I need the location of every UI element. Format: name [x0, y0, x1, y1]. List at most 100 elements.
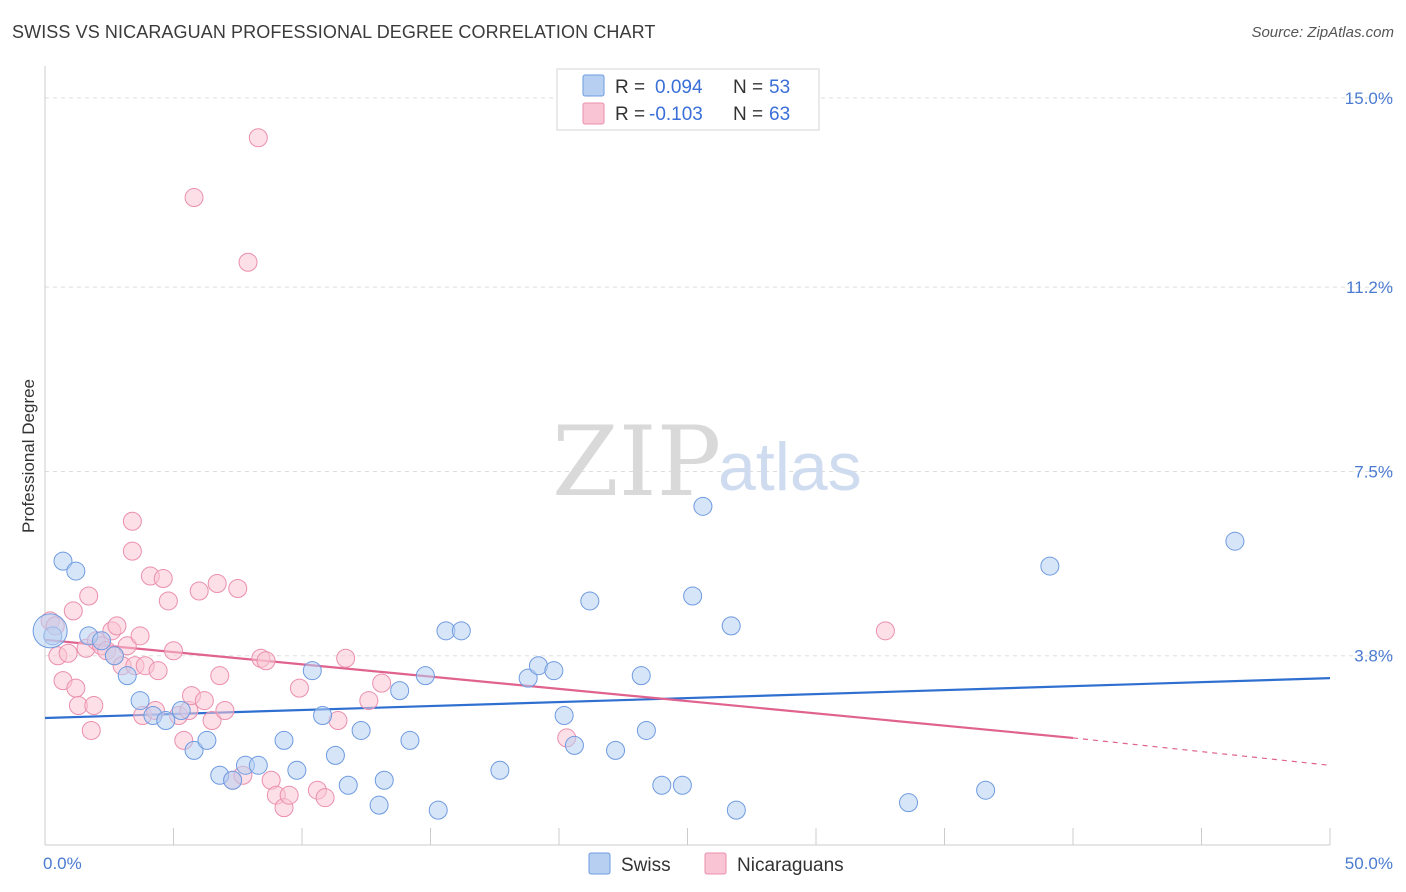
point-swiss-39	[606, 740, 626, 760]
point-swiss-33	[518, 668, 538, 688]
point-swiss-9	[156, 710, 176, 730]
y-tick-label-2: 11.2%	[1346, 278, 1393, 297]
point-swiss-5	[104, 646, 124, 666]
legend-n-value-swiss: 53	[769, 77, 790, 98]
point-nicaraguans-44	[228, 579, 248, 599]
trend-line-nicaraguans-extension	[1072, 737, 1331, 766]
point-swiss-4	[92, 631, 112, 651]
trend-line-swiss	[44, 677, 1331, 720]
point-swiss-14	[223, 770, 243, 790]
point-swiss-10	[171, 701, 191, 721]
point-swiss-20	[313, 706, 333, 726]
point-swiss-45	[693, 496, 713, 516]
point-swiss-18	[287, 760, 307, 780]
point-swiss-46	[721, 616, 741, 636]
point-swiss-41	[636, 720, 656, 740]
point-swiss-40	[631, 666, 651, 686]
y-axis-label: Professional Degree	[19, 379, 38, 533]
x-tick-labels: 0.0% 50.0%	[43, 854, 1393, 873]
y-tick-label-0: 3.8%	[1354, 647, 1393, 666]
point-nicaraguans-17	[107, 616, 127, 636]
legend-n-label-nicaraguans: N =	[733, 104, 763, 125]
point-swiss-17	[274, 730, 294, 750]
point-swiss-26	[390, 681, 410, 701]
point-nicaraguans-31	[164, 641, 183, 661]
point-swiss-52	[32, 613, 68, 649]
point-swiss-7	[130, 691, 150, 711]
point-swiss-51	[1225, 531, 1245, 551]
legend-n-value-nicaraguans: 63	[769, 104, 790, 125]
point-swiss-1	[53, 551, 73, 571]
data-points	[32, 128, 1245, 820]
y-tick-label-1: 7.5%	[1354, 462, 1393, 481]
point-nicaraguans-21	[122, 541, 142, 561]
point-swiss-38	[580, 591, 600, 611]
point-swiss-19	[302, 661, 322, 681]
point-swiss-47	[726, 800, 746, 820]
point-swiss-29	[428, 800, 448, 820]
point-nicaraguans-29	[153, 569, 173, 589]
watermark-atlas: atlas	[718, 429, 862, 505]
grid-lines	[45, 97, 1395, 657]
point-nicaraguans-37	[189, 581, 209, 601]
point-swiss-37	[564, 735, 584, 755]
series-legend-label-nicaraguans: Nicaraguans	[737, 855, 844, 876]
point-nicaraguans-58	[336, 648, 356, 668]
point-swiss-35	[544, 661, 564, 681]
x-tick-label-min: 0.0%	[43, 854, 82, 873]
legend-r-value-nicaraguans: -0.103	[649, 104, 703, 125]
x-tick-label-max: 50.0%	[1345, 854, 1393, 873]
point-nicaraguans-5	[63, 601, 83, 621]
legend-r-label-nicaraguans: R =	[615, 104, 645, 125]
point-swiss-48	[899, 793, 919, 813]
point-nicaraguans-11	[84, 696, 104, 716]
y-tick-labels: 3.8% 7.5% 11.2% 15.0%	[1345, 89, 1393, 666]
point-nicaraguans-62	[875, 621, 895, 641]
point-nicaraguans-53	[279, 785, 299, 805]
point-nicaraguans-38	[194, 691, 214, 711]
legend-swatch-swiss	[582, 74, 605, 97]
correlation-legend: R = 0.094 N = 53 R = -0.103 N = 63	[556, 68, 820, 131]
point-nicaraguans-59	[359, 691, 379, 711]
point-swiss-24	[369, 795, 389, 815]
point-swiss-25	[374, 770, 394, 790]
point-nicaraguans-60	[372, 673, 392, 693]
point-swiss-44	[683, 586, 703, 606]
axes	[44, 66, 1331, 846]
point-swiss-32	[490, 760, 510, 780]
point-nicaraguans-10	[81, 720, 101, 740]
point-nicaraguans-41	[210, 666, 230, 686]
point-nicaraguans-4	[58, 643, 78, 663]
series-legend-swatch-nicaraguans	[704, 852, 727, 875]
trend-line-nicaraguans	[44, 638, 1074, 740]
point-nicaraguans-36	[184, 188, 204, 208]
point-nicaraguans-56	[315, 788, 335, 808]
point-swiss-6	[117, 666, 137, 686]
point-swiss-27	[400, 730, 420, 750]
trend-lines	[44, 638, 1331, 766]
point-nicaraguans-20	[122, 511, 142, 531]
point-swiss-43	[672, 775, 692, 795]
point-nicaraguans-30	[158, 591, 178, 611]
legend-r-value-swiss: 0.094	[655, 77, 703, 98]
point-swiss-31	[451, 621, 471, 641]
point-nicaraguans-42	[215, 701, 235, 721]
point-nicaraguans-47	[248, 128, 268, 148]
point-nicaraguans-23	[130, 626, 150, 646]
series-legend-label-swiss: Swiss	[621, 855, 671, 876]
point-swiss-11	[184, 740, 204, 760]
point-nicaraguans-28	[148, 661, 168, 681]
point-swiss-2	[66, 561, 86, 581]
point-nicaraguans-54	[289, 678, 309, 698]
point-nicaraguans-39	[202, 710, 222, 730]
point-swiss-12	[197, 730, 217, 750]
point-nicaraguans-19	[117, 636, 137, 656]
legend-swatch-nicaraguans	[582, 102, 605, 125]
point-nicaraguans-49	[256, 651, 276, 671]
y-tick-label-3: 15.0%	[1345, 89, 1393, 108]
point-swiss-23	[351, 720, 371, 740]
series-legend-swatch-swiss	[588, 852, 611, 875]
point-swiss-22	[338, 775, 358, 795]
watermark: ZIP atlas	[552, 406, 862, 518]
